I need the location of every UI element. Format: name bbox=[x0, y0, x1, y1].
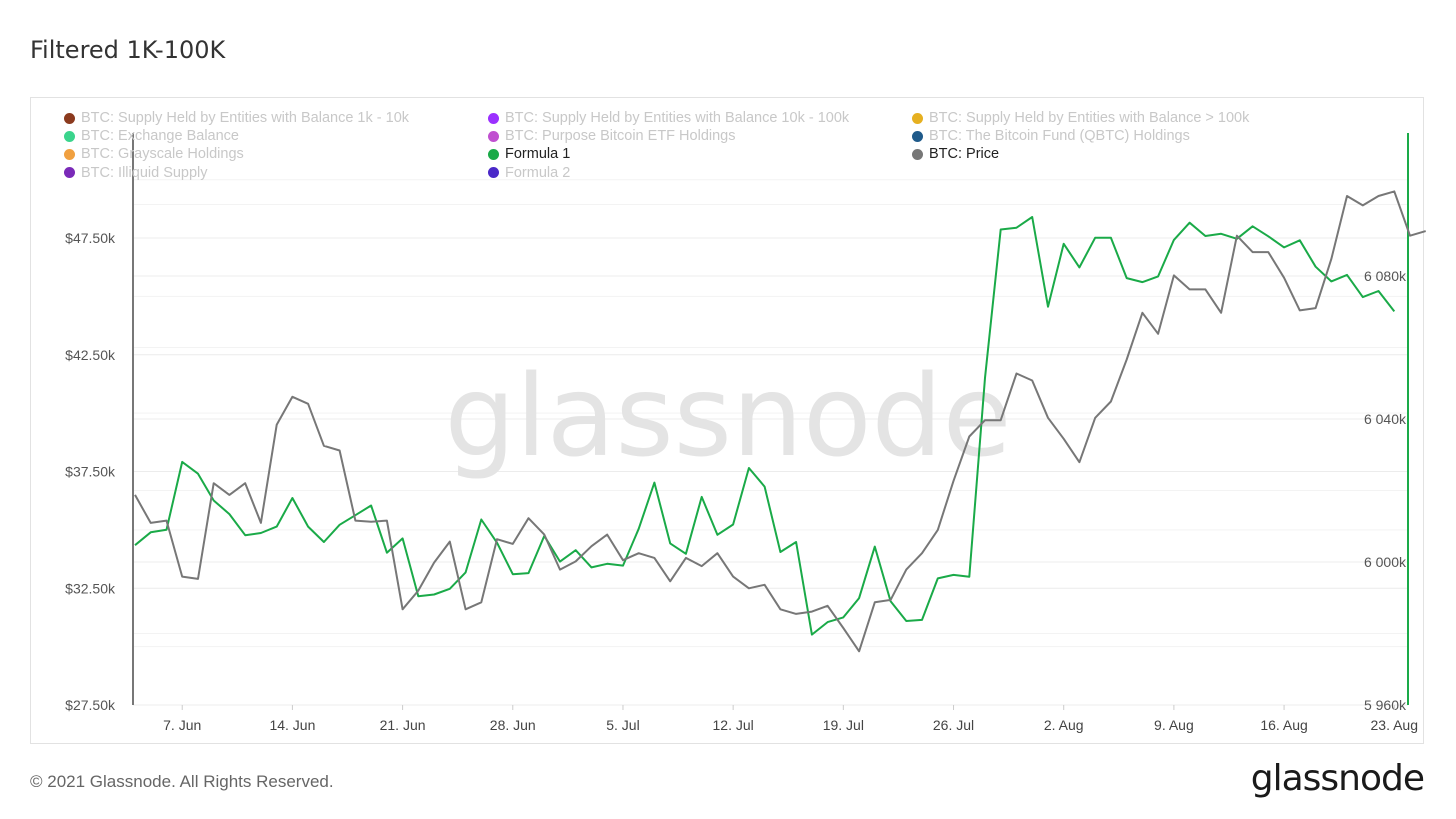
legend-label: BTC: Grayscale Holdings bbox=[81, 146, 244, 163]
x-tick-label: 26. Jul bbox=[933, 717, 974, 733]
legend-dot-icon bbox=[488, 112, 499, 124]
legend-item[interactable]: Formula 1 bbox=[488, 146, 570, 162]
x-tick-label: 9. Aug bbox=[1154, 717, 1194, 733]
right-tick-label: 5 960k bbox=[1364, 697, 1407, 713]
legend-dot-icon bbox=[488, 130, 499, 142]
legend-item[interactable]: BTC: Illiquid Supply bbox=[64, 165, 208, 181]
x-tick-label: 14. Jun bbox=[269, 717, 315, 733]
legend-label: BTC: Price bbox=[929, 146, 1000, 163]
legend-item[interactable]: Formula 2 bbox=[488, 165, 570, 181]
x-tick-label: 16. Aug bbox=[1260, 717, 1308, 733]
formula1-line bbox=[134, 216, 1396, 636]
legend-dot-icon bbox=[64, 167, 75, 179]
x-tick-label: 19. Jul bbox=[823, 717, 864, 733]
price-line bbox=[134, 190, 1426, 653]
left-tick-label: $47.50k bbox=[65, 230, 116, 246]
legend-item[interactable]: BTC: Supply Held by Entities with Balanc… bbox=[912, 110, 1249, 126]
legend-item[interactable]: BTC: Purpose Bitcoin ETF Holdings bbox=[488, 128, 735, 144]
legend-dot-icon bbox=[64, 130, 75, 142]
chart-frame bbox=[30, 97, 1424, 744]
legend-dot-icon bbox=[912, 148, 923, 160]
left-tick-label: $42.50k bbox=[65, 347, 116, 363]
legend-label: BTC: Supply Held by Entities with Balanc… bbox=[81, 110, 410, 126]
legend-dot-icon bbox=[64, 148, 75, 160]
legend-item[interactable]: BTC: Exchange Balance bbox=[64, 128, 239, 144]
legend-item[interactable]: BTC: Supply Held by Entities with Balanc… bbox=[488, 110, 849, 126]
left-tick-label: $37.50k bbox=[65, 464, 116, 480]
glassnode-logo[interactable]: glassnode bbox=[1250, 758, 1425, 799]
left-tick-label: $27.50k bbox=[65, 697, 116, 713]
legend-dot-icon bbox=[912, 112, 923, 124]
legend-label: BTC: Exchange Balance bbox=[81, 128, 239, 145]
legend-dot-icon bbox=[912, 130, 923, 142]
legend-label: BTC: Supply Held by Entities with Balanc… bbox=[505, 110, 850, 126]
legend-item[interactable]: BTC: Supply Held by Entities with Balanc… bbox=[64, 110, 409, 126]
legend-label: BTC: Supply Held by Entities with Balanc… bbox=[929, 110, 1250, 126]
legend-label: Formula 1 bbox=[505, 146, 571, 163]
right-tick-label: 6 080k bbox=[1364, 268, 1407, 284]
legend-dot-icon bbox=[488, 167, 499, 179]
x-tick-label: 5. Jul bbox=[606, 717, 639, 733]
legend-label: BTC: Illiquid Supply bbox=[81, 164, 208, 181]
x-tick-label: 7. Jun bbox=[163, 717, 201, 733]
copyright-text: © 2021 Glassnode. All Rights Reserved. bbox=[30, 772, 334, 791]
right-tick-label: 6 000k bbox=[1364, 554, 1407, 570]
x-tick-label: 2. Aug bbox=[1044, 717, 1084, 733]
legend-label: Formula 2 bbox=[505, 164, 571, 181]
legend-item[interactable]: BTC: Price bbox=[912, 146, 999, 162]
legend-item[interactable]: BTC: Grayscale Holdings bbox=[64, 146, 244, 162]
legend-item[interactable]: BTC: The Bitcoin Fund (QBTC) Holdings bbox=[912, 128, 1190, 144]
x-tick-label: 28. Jun bbox=[490, 717, 536, 733]
page-title: Filtered 1K-100K bbox=[30, 36, 226, 64]
x-tick-label: 23. Aug bbox=[1371, 717, 1419, 733]
x-tick-label: 21. Jun bbox=[380, 717, 426, 733]
x-tick-label: 12. Jul bbox=[713, 717, 754, 733]
watermark-text: glassnode bbox=[444, 352, 1011, 482]
legend-label: BTC: Purpose Bitcoin ETF Holdings bbox=[505, 128, 736, 145]
right-tick-label: 6 040k bbox=[1364, 411, 1407, 427]
left-tick-label: $32.50k bbox=[65, 580, 116, 596]
legend-dot-icon bbox=[64, 112, 75, 124]
legend-dot-icon bbox=[488, 148, 499, 160]
legend-label: BTC: The Bitcoin Fund (QBTC) Holdings bbox=[929, 128, 1190, 145]
